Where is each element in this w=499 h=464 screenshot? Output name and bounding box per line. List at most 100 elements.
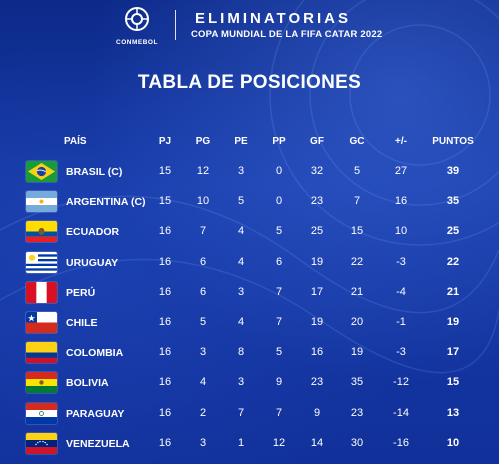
column-header-team: PAÍS xyxy=(64,136,87,147)
team-name: VENEZUELA xyxy=(66,437,130,450)
table-row: CHILE 16 5 4 7 19 20 -1 19 xyxy=(0,311,499,341)
cell-pg: 12 xyxy=(196,165,210,177)
cell-goal-diff: -12 xyxy=(393,376,409,389)
cell-pe: 8 xyxy=(237,346,245,359)
table-row: COLOMBIA 16 3 8 5 16 19 -3 17 xyxy=(0,341,499,371)
cell-gc: 22 xyxy=(350,255,364,268)
cell-pg: 10 xyxy=(196,195,210,208)
cell-goal-diff: -1 xyxy=(396,316,406,328)
cell-points: 35 xyxy=(446,195,460,208)
table-row: ARGENTINA (C) 15 10 5 0 23 7 16 35 xyxy=(0,190,499,220)
cell-pp: 9 xyxy=(275,376,283,389)
uruguay-flag xyxy=(26,251,57,273)
cell-points: 15 xyxy=(446,376,460,389)
cell-pp: 7 xyxy=(275,316,283,328)
cell-gc: 19 xyxy=(350,346,364,359)
colombia-flag xyxy=(26,342,57,364)
logo-text: CONMEBOL xyxy=(116,39,158,46)
column-header-pg: PG xyxy=(195,136,211,147)
cell-pg: 7 xyxy=(199,225,207,238)
column-header-goal-diff: +/- xyxy=(395,136,407,147)
column-header-pe: PE xyxy=(234,136,248,147)
cell-points: 13 xyxy=(446,406,460,419)
header-divider xyxy=(175,10,176,40)
cell-pj: 16 xyxy=(158,255,172,268)
cell-gf: 17 xyxy=(310,285,324,298)
team-name: CHILE xyxy=(66,317,98,329)
header: CONMEBOL ELIMINATORIAS COPA MUNDIAL DE L… xyxy=(0,0,499,52)
table-row: URUGUAY 16 6 4 6 19 22 -3 22 xyxy=(0,251,499,281)
cell-gc: 7 xyxy=(353,195,361,208)
cell-gc: 21 xyxy=(350,285,364,298)
cell-pj: 16 xyxy=(158,285,172,298)
table-row: BOLIVIA 16 4 3 9 23 35 -12 15 xyxy=(0,371,499,401)
cell-gf: 19 xyxy=(310,255,324,268)
cell-pg: 6 xyxy=(199,285,207,298)
conmebol-logo: CONMEBOL xyxy=(112,6,162,46)
cell-pj: 16 xyxy=(158,436,172,449)
cell-pj: 16 xyxy=(158,376,172,389)
column-header-gc: GC xyxy=(349,136,365,147)
team-name: URUGUAY xyxy=(66,256,119,269)
cell-gf: 23 xyxy=(310,195,324,208)
cell-gc: 23 xyxy=(350,406,364,419)
header-title: ELIMINATORIAS xyxy=(195,10,351,27)
table-row: PARAGUAY 16 2 7 7 9 23 -14 13 xyxy=(0,402,499,432)
cell-gf: 23 xyxy=(310,376,324,389)
header-subtitle: COPA MUNDIAL DE LA FIFA CATAR 2022 xyxy=(191,29,383,40)
cell-gc: 15 xyxy=(350,225,364,238)
team-name: BRASIL (C) xyxy=(66,166,123,178)
cell-gc: 35 xyxy=(350,376,364,389)
column-header-pj: PJ xyxy=(158,136,172,147)
cell-pj: 16 xyxy=(158,406,172,419)
cell-gf: 25 xyxy=(310,225,324,238)
cell-gf: 19 xyxy=(310,316,324,328)
cell-gc: 30 xyxy=(350,436,364,449)
cell-goal-diff: -3 xyxy=(396,255,406,268)
team-name: BOLIVIA xyxy=(66,377,109,390)
chile-flag xyxy=(26,312,57,333)
brazil-flag xyxy=(26,161,57,182)
cell-goal-diff: 16 xyxy=(394,195,408,208)
cell-pe: 3 xyxy=(237,285,245,298)
team-name: ECUADOR xyxy=(66,226,120,239)
cell-pp: 0 xyxy=(275,195,283,208)
team-name: PERÚ xyxy=(66,286,96,299)
cell-points: 17 xyxy=(446,346,460,359)
cell-pp: 12 xyxy=(272,436,286,449)
cell-pp: 5 xyxy=(275,346,283,359)
cell-pe: 7 xyxy=(237,406,245,419)
venezuela-flag xyxy=(26,432,57,454)
cell-pp: 6 xyxy=(275,255,283,268)
cell-pj: 15 xyxy=(158,165,172,177)
cell-pj: 16 xyxy=(158,225,172,238)
table-row: BRASIL (C) 15 12 3 0 32 5 27 39 xyxy=(0,160,499,190)
team-name: PARAGUAY xyxy=(66,407,125,420)
cell-pe: 1 xyxy=(237,436,245,449)
table-row: VENEZUELA 16 3 1 12 14 30 -16 10 xyxy=(0,432,499,462)
cell-goal-diff: 27 xyxy=(394,165,408,177)
cell-pp: 5 xyxy=(275,225,283,238)
table-row: PERÚ 16 6 3 7 17 21 -4 21 xyxy=(0,281,499,311)
cell-pe: 3 xyxy=(237,376,245,389)
paraguay-flag xyxy=(26,402,57,424)
cell-gc: 20 xyxy=(350,316,364,328)
argentina-flag xyxy=(26,191,57,213)
cell-pe: 4 xyxy=(237,255,245,268)
cell-pg: 3 xyxy=(199,436,207,449)
cell-pp: 7 xyxy=(275,406,283,419)
cell-points: 22 xyxy=(446,255,460,268)
cell-goal-diff: 10 xyxy=(394,225,408,238)
cell-pj: 15 xyxy=(158,195,172,208)
cell-pg: 4 xyxy=(199,376,207,389)
team-name: COLOMBIA xyxy=(66,347,124,360)
ecuador-flag xyxy=(26,221,57,243)
cell-points: 39 xyxy=(446,165,460,177)
table-header: PAÍS PJ PG PE PP GF GC +/- PUNTOS xyxy=(0,136,499,152)
cell-points: 10 xyxy=(446,436,460,449)
cell-pe: 5 xyxy=(237,195,245,208)
cell-pj: 16 xyxy=(158,346,172,359)
cell-pe: 4 xyxy=(237,316,245,328)
cell-pg: 3 xyxy=(199,346,207,359)
